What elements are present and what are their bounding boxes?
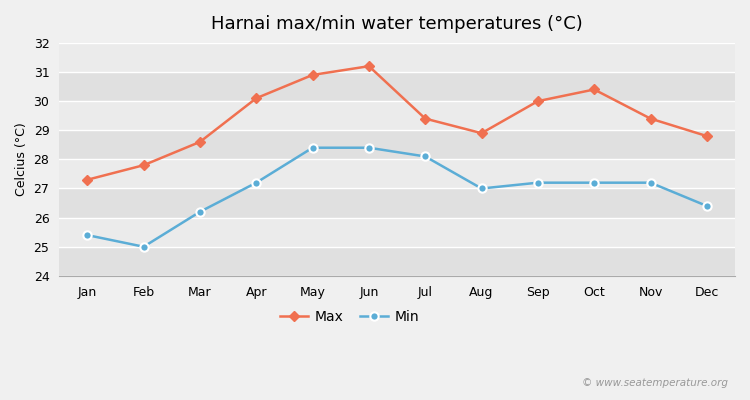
Min <box>252 180 261 185</box>
Bar <box>59 43 735 72</box>
Min <box>364 145 374 150</box>
Max <box>196 140 205 144</box>
Line: Min: Min <box>83 144 711 251</box>
Text: © www.seatemperature.org: © www.seatemperature.org <box>581 378 728 388</box>
Min <box>421 154 430 159</box>
Min <box>590 180 598 185</box>
Min <box>646 180 655 185</box>
Min <box>308 145 317 150</box>
Max <box>140 163 148 168</box>
Min <box>196 209 205 214</box>
Max <box>590 87 598 92</box>
Bar <box>59 72 735 101</box>
Min <box>477 186 486 191</box>
Line: Max: Max <box>83 62 711 184</box>
Max <box>308 72 317 77</box>
Max <box>82 177 92 182</box>
Max <box>477 131 486 136</box>
Max <box>533 99 542 104</box>
Y-axis label: Celcius (°C): Celcius (°C) <box>15 122 28 196</box>
Legend: Max, Min: Max, Min <box>274 304 425 330</box>
Min <box>702 204 711 208</box>
Min <box>533 180 542 185</box>
Title: Harnai max/min water temperatures (°C): Harnai max/min water temperatures (°C) <box>211 15 583 33</box>
Bar <box>59 188 735 218</box>
Bar <box>59 101 735 130</box>
Max <box>364 64 374 68</box>
Bar <box>59 218 735 247</box>
Bar <box>59 130 735 159</box>
Bar <box>59 159 735 188</box>
Max <box>252 96 261 101</box>
Max <box>702 134 711 138</box>
Max <box>421 116 430 121</box>
Bar <box>59 247 735 276</box>
Min <box>82 233 92 238</box>
Min <box>140 244 148 249</box>
Max <box>646 116 655 121</box>
